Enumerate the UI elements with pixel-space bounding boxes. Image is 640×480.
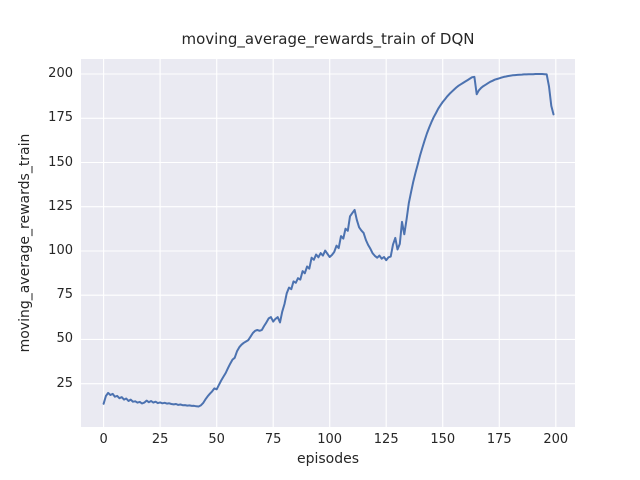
y-tick-label: 150 <box>48 154 73 170</box>
x-tick-label: 0 <box>99 432 108 447</box>
x-tick-label: 125 <box>373 432 399 447</box>
plot-area <box>81 59 575 427</box>
reward-line <box>102 73 555 408</box>
chart-title: moving_average_rewards_train of DQN <box>181 30 475 48</box>
y-tick-label: 25 <box>56 375 73 391</box>
x-tick-label: 175 <box>486 432 512 447</box>
y-tick-label: 175 <box>48 110 73 126</box>
x-tick-label: 75 <box>264 432 282 447</box>
x-tick-label: 25 <box>151 432 169 447</box>
x-tick-label: 100 <box>317 432 343 447</box>
x-tick-label: 50 <box>208 432 225 447</box>
gridlines <box>81 59 575 427</box>
line-plot-svg <box>81 59 575 427</box>
x-axis-label: episodes <box>296 451 360 467</box>
y-tick-label: 100 <box>48 242 73 258</box>
x-tick-label: 200 <box>543 432 569 447</box>
y-tick-label: 50 <box>56 331 73 347</box>
y-tick-label: 75 <box>56 287 73 303</box>
y-tick-label: 125 <box>48 198 73 214</box>
y-tick-label: 200 <box>48 66 73 82</box>
x-tick-label: 150 <box>430 432 456 447</box>
